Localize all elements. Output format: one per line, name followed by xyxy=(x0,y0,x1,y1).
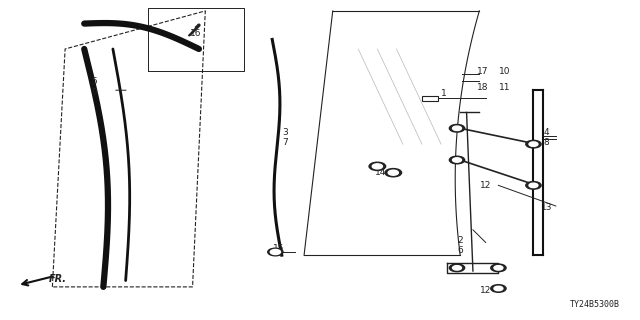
Circle shape xyxy=(452,126,461,131)
Circle shape xyxy=(388,170,398,175)
Text: TY24B5300B: TY24B5300B xyxy=(570,300,620,309)
Circle shape xyxy=(526,140,541,148)
Text: 10: 10 xyxy=(499,67,511,76)
Text: 14: 14 xyxy=(375,168,386,177)
Text: 18: 18 xyxy=(477,83,488,92)
Text: 4
8: 4 8 xyxy=(543,128,549,148)
FancyBboxPatch shape xyxy=(422,96,438,101)
Text: 15: 15 xyxy=(273,244,284,253)
Text: 3
7: 3 7 xyxy=(282,128,288,148)
Circle shape xyxy=(449,124,465,132)
Circle shape xyxy=(385,169,401,177)
Text: 12: 12 xyxy=(480,181,492,190)
Text: 16: 16 xyxy=(190,28,202,38)
Text: 5
9: 5 9 xyxy=(91,77,97,97)
Text: 11: 11 xyxy=(499,83,511,92)
Circle shape xyxy=(452,266,461,270)
Circle shape xyxy=(372,164,383,169)
Circle shape xyxy=(494,286,503,291)
Circle shape xyxy=(491,285,506,292)
Text: 17: 17 xyxy=(477,67,488,76)
Circle shape xyxy=(529,183,538,188)
Circle shape xyxy=(369,162,386,171)
Circle shape xyxy=(529,142,538,146)
Circle shape xyxy=(491,264,506,272)
Circle shape xyxy=(268,248,283,256)
Text: 12: 12 xyxy=(480,285,492,295)
Circle shape xyxy=(449,264,465,272)
Text: 1: 1 xyxy=(442,89,447,98)
Circle shape xyxy=(526,181,541,189)
Text: 2
6: 2 6 xyxy=(458,236,463,255)
Text: FR.: FR. xyxy=(49,274,67,284)
Text: 13: 13 xyxy=(540,203,552,212)
Circle shape xyxy=(270,250,280,254)
Circle shape xyxy=(449,156,465,164)
Circle shape xyxy=(494,266,503,270)
Circle shape xyxy=(452,158,461,162)
